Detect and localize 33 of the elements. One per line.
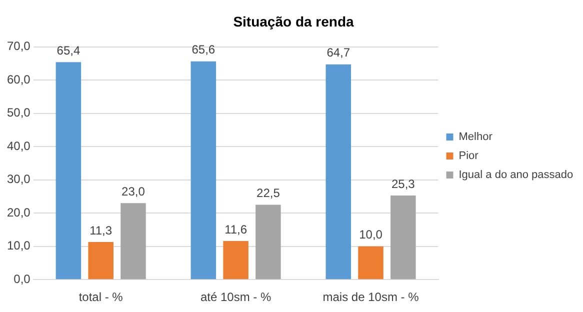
bar [256, 204, 281, 280]
y-tick-label: 30,0 [6, 172, 31, 186]
y-tick-label: 70,0 [6, 39, 31, 54]
chart-title: Situação da renda [233, 13, 354, 30]
data-label: 22,5 [256, 186, 280, 200]
bar [56, 62, 82, 280]
y-tick-label: 60,0 [6, 72, 31, 86]
y-tick-label: 40,0 [6, 138, 31, 153]
data-label: 25,3 [391, 176, 416, 191]
data-label: 11,3 [90, 223, 112, 238]
legend-label: Melhor [458, 131, 493, 144]
y-tick-label: 10,0 [6, 238, 31, 253]
x-tick-label: até 10sm - % [200, 290, 272, 304]
y-tick-label: 0,0 [14, 272, 31, 286]
data-label: 23,0 [122, 184, 146, 198]
data-label: 11,6 [224, 222, 248, 236]
bar [358, 246, 384, 280]
x-tick-label: total - % [78, 290, 124, 304]
y-tick-label: 20,0 [6, 205, 31, 220]
bar [326, 64, 352, 280]
data-label: 10,0 [359, 228, 383, 242]
bar [390, 195, 416, 280]
data-label: 65,4 [56, 43, 80, 58]
bar [190, 61, 216, 280]
data-label: 64,7 [326, 46, 350, 60]
legend-label: Igual a do ano passado [458, 169, 574, 182]
y-tick-label: 50,0 [6, 106, 31, 120]
legend-label: Pior [458, 150, 479, 162]
x-tick-label: mais de 10sm - % [322, 290, 420, 304]
bar [88, 242, 114, 280]
bar [120, 203, 146, 280]
bar [223, 241, 248, 280]
data-label: 65,6 [192, 42, 216, 57]
